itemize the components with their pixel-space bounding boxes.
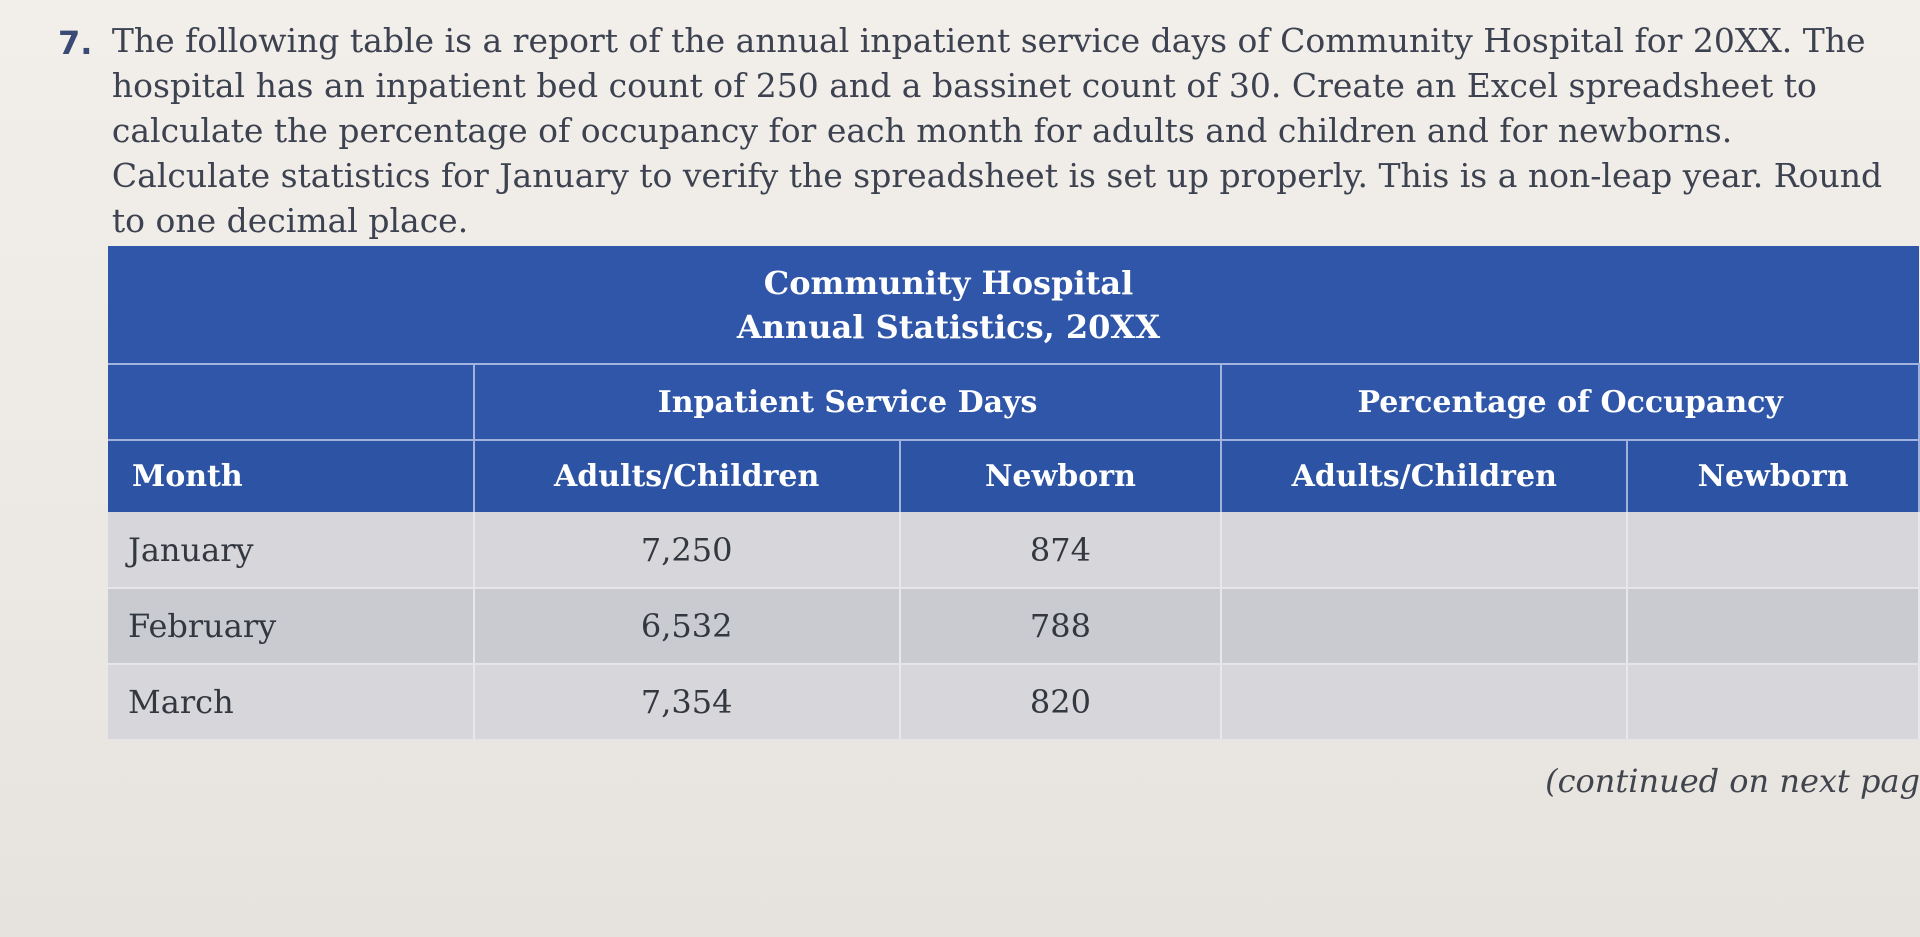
statistics-table-container: Community Hospital Annual Statistics, 20… [108, 246, 1920, 741]
column-header-occupancy-adults: Adults/Children [1221, 440, 1629, 512]
group-header-blank [108, 364, 475, 441]
cell-month: March [108, 664, 475, 741]
cell-occupancy-adults [1221, 588, 1629, 665]
table-title-line1: Community Hospital [763, 263, 1134, 302]
cell-occupancy-newborn [1627, 512, 1920, 589]
question-text: The following table is a report of the a… [111, 21, 1883, 240]
table-title: Community Hospital Annual Statistics, 20… [108, 246, 1919, 365]
cell-service-newborn: 820 [899, 664, 1223, 741]
table-row: February 6,532 788 [108, 588, 1920, 665]
group-header-row: Inpatient Service Days Percentage of Occ… [108, 364, 1920, 441]
table-row: March 7,354 820 [108, 664, 1920, 741]
cell-occupancy-adults [1221, 664, 1629, 741]
cell-month: February [108, 588, 475, 665]
column-header-service-newborn: Newborn [899, 440, 1223, 512]
column-header-month: Month [108, 440, 475, 512]
column-header-row: Month Adults/Children Newborn Adults/Chi… [108, 440, 1920, 512]
cell-occupancy-adults [1221, 512, 1629, 589]
question-block: 7. The following table is a report of th… [58, 18, 1898, 243]
cell-occupancy-newborn [1627, 588, 1920, 665]
group-header-service-days: Inpatient Service Days [473, 364, 1223, 441]
column-header-occupancy-newborn: Newborn [1627, 440, 1920, 512]
table-title-row: Community Hospital Annual Statistics, 20… [108, 246, 1919, 365]
cell-month: January [108, 512, 475, 589]
cell-occupancy-newborn [1627, 664, 1920, 741]
cell-service-adults: 7,354 [473, 664, 901, 741]
cell-service-newborn: 788 [899, 588, 1223, 665]
column-header-service-adults: Adults/Children [473, 440, 901, 512]
cell-service-adults: 6,532 [473, 588, 901, 665]
cell-service-adults: 7,250 [473, 512, 901, 589]
table-row: January 7,250 874 [108, 512, 1920, 589]
group-header-occupancy: Percentage of Occupancy [1221, 364, 1920, 441]
question-number: 7. [58, 24, 93, 62]
continued-note: (continued on next pag [1545, 762, 1920, 800]
statistics-table: Community Hospital Annual Statistics, 20… [108, 246, 1920, 741]
table-title-line2: Annual Statistics, 20XX [736, 307, 1161, 346]
cell-service-newborn: 874 [899, 512, 1223, 589]
